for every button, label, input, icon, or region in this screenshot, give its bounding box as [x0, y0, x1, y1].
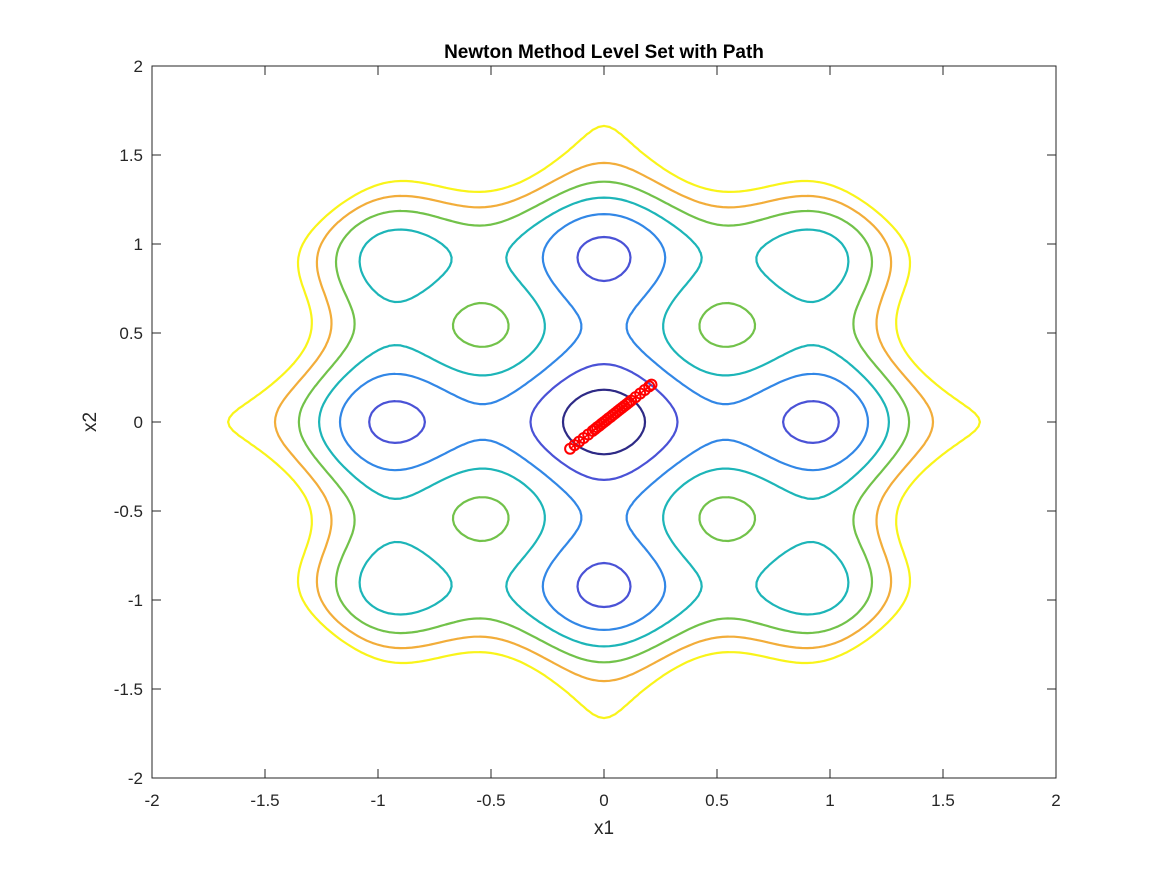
y-tick-label: 2: [134, 57, 143, 76]
contour-level-1: [561, 388, 647, 456]
x-axis-ticks: -2 -1.5 -1 -0.5 0 0.5 1 1.5 2: [144, 66, 1061, 810]
x-tick-label: 2: [1051, 791, 1060, 810]
y-tick-label: 0.5: [119, 324, 143, 343]
newton-path-marker: [643, 380, 656, 393]
x-tick-label: -1.5: [250, 791, 279, 810]
y-tick-label: 1: [134, 235, 143, 254]
y-tick-label: -1.5: [114, 680, 143, 699]
contour-level-6: [273, 161, 935, 683]
x-tick-label: 0: [599, 791, 608, 810]
chart-title: Newton Method Level Set with Path: [444, 42, 764, 63]
contour-level-3: [338, 213, 870, 631]
y-tick-label: 1.5: [119, 146, 143, 165]
newton-path: [564, 378, 658, 455]
y-tick-label: -2: [128, 769, 143, 788]
newton-path-marker: [645, 378, 658, 391]
y-axis-label: x2: [80, 412, 101, 432]
x-tick-label: 1: [825, 791, 834, 810]
contour-level-4: [318, 196, 890, 648]
y-tick-label: -1: [128, 591, 143, 610]
x-axis-label: x1: [594, 818, 614, 839]
contour-level-7: [227, 124, 981, 720]
contour-level-5: [297, 180, 911, 664]
x-tick-label: 1.5: [931, 791, 955, 810]
x-tick-label: -1: [370, 791, 385, 810]
y-axis-ticks: 2 1.5 1 0.5 0 -0.5 -1 -1.5 -2: [114, 57, 1056, 788]
x-tick-label: -2: [144, 791, 159, 810]
x-tick-label: 0.5: [705, 791, 729, 810]
contour-lines: [227, 124, 981, 720]
y-tick-label: -0.5: [114, 502, 143, 521]
y-tick-label: 0: [134, 413, 143, 432]
contour-level-2: [368, 235, 840, 609]
x-tick-label: -0.5: [476, 791, 505, 810]
